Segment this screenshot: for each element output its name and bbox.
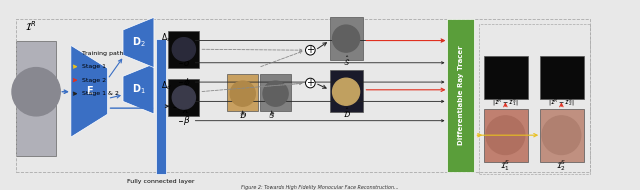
Circle shape bbox=[305, 45, 315, 55]
Circle shape bbox=[263, 81, 288, 106]
Text: $\mathcal{S}$: $\mathcal{S}$ bbox=[268, 110, 275, 120]
Text: +: + bbox=[307, 78, 314, 88]
FancyBboxPatch shape bbox=[168, 79, 199, 116]
Text: $\Delta_d$: $\Delta_d$ bbox=[161, 80, 172, 92]
Text: $\mathcal{D}$: $\mathcal{D}$ bbox=[239, 110, 247, 120]
Text: $\mathcal{I}_1^S$: $\mathcal{I}_1^S$ bbox=[500, 159, 511, 173]
FancyBboxPatch shape bbox=[330, 70, 364, 112]
Circle shape bbox=[230, 81, 255, 106]
FancyBboxPatch shape bbox=[447, 19, 474, 172]
Circle shape bbox=[333, 25, 360, 52]
Text: $|\mathcal{I}^R - \mathcal{I}_1^S|$: $|\mathcal{I}^R - \mathcal{I}_1^S|$ bbox=[492, 98, 518, 108]
Text: $\rightarrow \chi$: $\rightarrow \chi$ bbox=[172, 103, 191, 115]
Text: Stage 2: Stage 2 bbox=[83, 78, 107, 83]
Circle shape bbox=[542, 116, 580, 154]
Text: $\Delta_s$: $\Delta_s$ bbox=[161, 32, 171, 44]
Text: $\phi$: $\phi$ bbox=[183, 76, 191, 89]
Polygon shape bbox=[123, 17, 154, 68]
FancyBboxPatch shape bbox=[540, 109, 584, 162]
Circle shape bbox=[305, 78, 315, 88]
FancyBboxPatch shape bbox=[168, 31, 199, 68]
Text: $\hat{\mathcal{S}}$: $\hat{\mathcal{S}}$ bbox=[344, 54, 351, 68]
Polygon shape bbox=[123, 64, 154, 114]
Circle shape bbox=[486, 116, 525, 154]
Circle shape bbox=[172, 38, 195, 61]
Text: $\mathcal{I}_2^S$: $\mathcal{I}_2^S$ bbox=[556, 159, 566, 173]
Text: E: E bbox=[86, 86, 93, 96]
Text: $\hat{\mathcal{D}}$: $\hat{\mathcal{D}}$ bbox=[343, 106, 351, 120]
Text: D$_2$: D$_2$ bbox=[132, 36, 145, 49]
Text: $\beta$: $\beta$ bbox=[183, 114, 190, 127]
FancyBboxPatch shape bbox=[540, 56, 584, 99]
FancyBboxPatch shape bbox=[330, 17, 364, 60]
Text: $\mathcal{I}^R$: $\mathcal{I}^R$ bbox=[26, 19, 37, 33]
Polygon shape bbox=[71, 45, 108, 137]
Text: $\alpha$: $\alpha$ bbox=[183, 36, 191, 45]
Text: Stage 1: Stage 1 bbox=[83, 64, 106, 69]
FancyBboxPatch shape bbox=[484, 109, 527, 162]
Text: Training path: Training path bbox=[83, 51, 124, 56]
Text: Differentiable Ray Tracer: Differentiable Ray Tracer bbox=[458, 46, 464, 145]
Text: $\delta$: $\delta$ bbox=[183, 57, 190, 68]
Circle shape bbox=[333, 78, 360, 105]
FancyBboxPatch shape bbox=[156, 39, 166, 174]
Text: Stage 1 & 2: Stage 1 & 2 bbox=[83, 91, 119, 96]
Text: $|\mathcal{I}^R - \mathcal{I}_2^S|$: $|\mathcal{I}^R - \mathcal{I}_2^S|$ bbox=[548, 98, 575, 108]
Text: D$_1$: D$_1$ bbox=[132, 82, 145, 96]
FancyBboxPatch shape bbox=[16, 40, 56, 156]
FancyBboxPatch shape bbox=[227, 74, 258, 111]
Text: +: + bbox=[307, 45, 314, 55]
Text: Figure 2: Towards High Fidelity Monocular Face Reconstruction...: Figure 2: Towards High Fidelity Monocula… bbox=[241, 185, 399, 190]
FancyBboxPatch shape bbox=[260, 74, 291, 111]
Circle shape bbox=[172, 86, 195, 109]
Text: $\gamma$: $\gamma$ bbox=[183, 96, 191, 107]
Circle shape bbox=[12, 68, 60, 116]
Text: Fully connected layer: Fully connected layer bbox=[127, 179, 195, 184]
FancyBboxPatch shape bbox=[484, 56, 527, 99]
